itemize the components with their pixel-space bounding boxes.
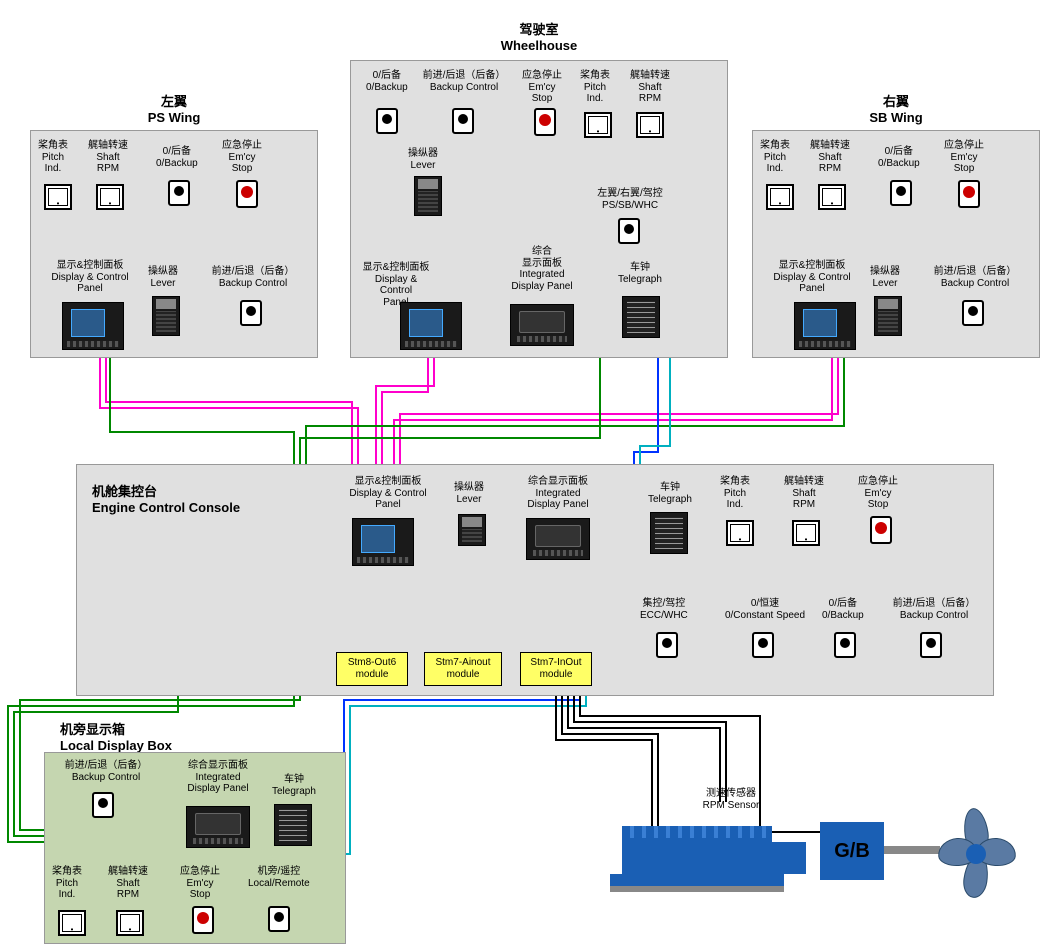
local-telegraph [274, 804, 312, 846]
wh-shaft-gauge [636, 112, 664, 138]
local-idp [186, 806, 250, 848]
sb-estop [958, 180, 980, 208]
module-stm7a: Stm7-Ainout module [424, 652, 502, 686]
gearbox: G/B [820, 822, 884, 880]
wh-backup-ctrl-dial [452, 108, 474, 134]
shaft-line [884, 846, 940, 854]
sb-pitch [766, 184, 794, 210]
ecc-idp [526, 518, 590, 560]
wheelhouse-title: 驾驶室 Wheelhouse [350, 22, 728, 53]
wh-pitch-gauge [584, 112, 612, 138]
local-shaft [116, 910, 144, 936]
ecc-eccwhc [656, 632, 678, 658]
ps-shaft [96, 184, 124, 210]
wh-idp [510, 304, 574, 346]
ecc-shaft [792, 520, 820, 546]
wh-telegraph [622, 296, 660, 338]
sb-backup-ctrl [962, 300, 984, 326]
ecc-backup-ctrl [920, 632, 942, 658]
propeller [938, 808, 1018, 898]
ecc-lever [458, 514, 486, 546]
ecc-pitch [726, 520, 754, 546]
local-estop [192, 906, 214, 934]
ps-dcp [62, 302, 124, 350]
ps-pitch [44, 184, 72, 210]
sb-shaft [818, 184, 846, 210]
ecc-dcp [352, 518, 414, 566]
wh-estop [534, 108, 556, 136]
ecc-telegraph [650, 512, 688, 554]
sb-dcp [794, 302, 856, 350]
ecc-constspeed [752, 632, 774, 658]
ecc-title: 机舱集控台 Engine Control Console [92, 484, 240, 515]
ps-backup0 [168, 180, 190, 206]
ecc-backup0 [834, 632, 856, 658]
ecc-estop [870, 516, 892, 544]
module-stm7io: Stm7-InOut module [520, 652, 592, 686]
local-localremote [268, 906, 290, 932]
sbwing-title: 右翼 SB Wing [752, 94, 1040, 125]
engine-graphic [600, 818, 810, 898]
module-stm8: Stm8-Out6 module [336, 652, 408, 686]
wh-lever [414, 176, 442, 216]
local-title: 机旁显示箱 Local Display Box [60, 722, 172, 753]
ps-backup-ctrl [240, 300, 262, 326]
pswing-title: 左翼 PS Wing [30, 94, 318, 125]
ps-lever [152, 296, 180, 336]
local-backup-ctrl [92, 792, 114, 818]
ps-estop [236, 180, 258, 208]
wh-dcp [400, 302, 462, 350]
wh-backup0-dial [376, 108, 398, 134]
local-pitch [58, 910, 86, 936]
sb-lever [874, 296, 902, 336]
rpmsensor-label: 测速传感器RPM Sensor [676, 788, 786, 811]
sb-backup0 [890, 180, 912, 206]
wh-pssbwhc-dial [618, 218, 640, 244]
